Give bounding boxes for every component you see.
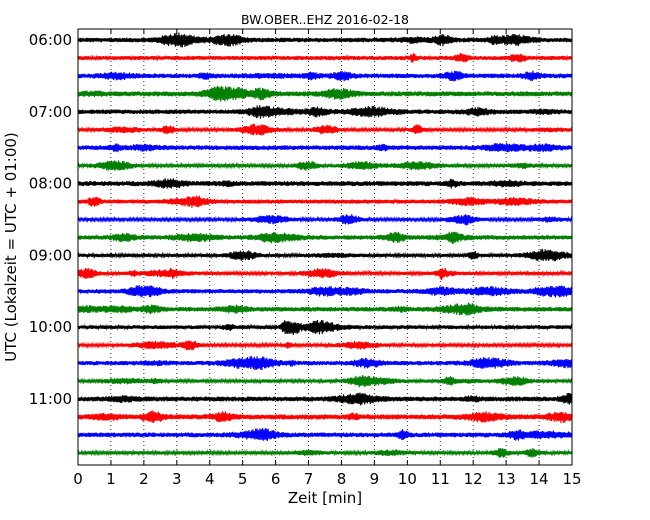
trace-0815 [77,195,573,208]
trace-group [77,32,573,458]
x-tick-label: 11 [431,470,450,488]
x-tick-label: 2 [139,470,149,488]
y-tick-label: 10:00 [29,318,72,336]
x-tick-label: 5 [238,470,248,488]
trace-1145 [77,447,573,458]
grid-lines [110,29,540,465]
trace-0830 [77,214,573,226]
x-tick-label: 7 [304,470,314,488]
trace-0915 [77,267,573,280]
trace-0715 [77,123,573,136]
trace-1100 [77,392,573,406]
x-tick-label: 1 [106,470,116,488]
trace-0900 [77,248,573,262]
x-tick-label: 6 [271,470,281,488]
trace-0600 [77,32,573,48]
x-axis-title: Zeit [min] [288,489,362,507]
axis-ticks: 0 1 2 3 4 5 6 7 8 9 10 11 12 13 14 1506:0007:0008:0009:… [29,29,582,488]
trace-0845 [77,231,573,245]
x-tick-label: 15 [562,470,581,488]
trace-1115 [77,410,573,424]
x-tick-label: 10 [398,470,417,488]
trace-0730 [77,142,573,153]
x-tick-label: 0 [73,470,83,488]
y-tick-label: 07:00 [29,103,72,121]
trace-1015 [77,340,573,351]
trace-0645 [77,86,573,102]
trace-0930 [77,285,573,298]
trace-0745 [77,160,573,171]
trace-0615 [77,53,573,63]
x-tick-label: 12 [464,470,483,488]
x-tick-label: 4 [205,470,215,488]
y-tick-label: 11:00 [29,390,72,408]
trace-0945 [77,302,573,316]
y-tick-label: 09:00 [29,246,72,264]
x-tick-label: 3 [172,470,182,488]
x-tick-label: 8 [337,470,347,488]
y-axis-title: UTC (Lokalzeit = UTC + 01:00) [2,132,20,362]
trace-0630 [77,70,573,82]
chart-title: BW.OBER..EHZ 2016-02-18 [241,12,409,27]
trace-0700 [77,105,573,119]
x-tick-label: 13 [497,470,516,488]
y-tick-label: 08:00 [29,175,72,193]
trace-1130 [77,428,573,441]
x-tick-label: 14 [530,470,549,488]
plot-frame [77,28,573,466]
trace-1045 [77,374,573,388]
y-tick-label: 06:00 [29,31,72,49]
x-tick-label: 9 [370,470,380,488]
trace-1030 [77,356,573,371]
trace-0800 [77,178,573,189]
trace-1000 [77,319,573,335]
